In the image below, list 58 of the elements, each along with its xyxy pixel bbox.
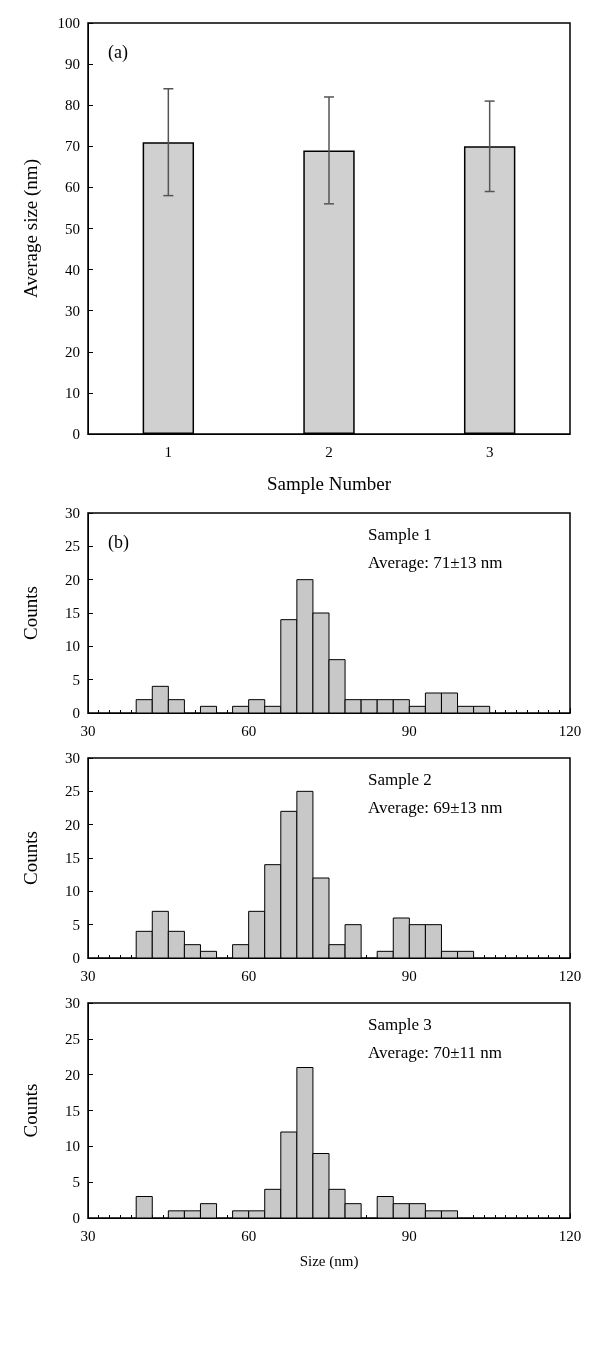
y-tick-label: 25 <box>65 538 80 555</box>
y-axis-title: Counts <box>20 586 41 640</box>
x-tick-label: 90 <box>401 967 417 984</box>
y-tick-label: 15 <box>65 605 80 621</box>
y-axis-title: Average size (nm) <box>20 159 42 298</box>
y-tick-label: 10 <box>65 883 80 900</box>
y-tick-label: 15 <box>65 850 80 866</box>
y-tick-label: 60 <box>65 179 80 196</box>
y-tick-label: 100 <box>57 15 80 31</box>
text: (b) <box>108 532 129 553</box>
y-tick-label: 70 <box>65 138 80 155</box>
x-tick-label: 60 <box>241 722 257 739</box>
y-tick-label: 5 <box>72 1174 80 1191</box>
y-tick-label: 80 <box>65 97 80 114</box>
y-tick-label: 5 <box>72 671 80 688</box>
y-tick-label: 30 <box>65 505 80 521</box>
y-tick-label: 90 <box>65 56 80 73</box>
y-tick-label: 30 <box>65 750 80 766</box>
x-tick-label: 90 <box>401 1227 417 1244</box>
x-tick-label: 1 <box>164 443 173 460</box>
y-tick-label: 25 <box>65 783 80 800</box>
y-tick-label: 20 <box>65 571 80 588</box>
y-tick-label: 0 <box>72 426 80 442</box>
annotation: Sample 2 <box>368 770 432 789</box>
y-tick-label: 0 <box>72 950 80 966</box>
y-tick-label: 30 <box>65 302 80 319</box>
x-axis-title: Sample Number <box>266 473 392 494</box>
y-tick-label: 0 <box>72 1210 80 1226</box>
y-tick-label: 20 <box>65 1066 80 1083</box>
y-tick-label: 20 <box>65 816 80 833</box>
annotation: Sample 1 <box>368 525 432 544</box>
y-axis-title: Counts <box>20 831 41 885</box>
y-tick-label: 40 <box>65 261 80 278</box>
y-tick-label: 30 <box>65 995 80 1011</box>
annotation: Average: 70±11 nm <box>368 1043 502 1062</box>
annotation: Average: 69±13 nm <box>368 798 503 817</box>
annotation: Average: 71±13 nm <box>368 553 503 572</box>
y-tick-label: 50 <box>65 220 80 237</box>
x-tick-label: 90 <box>401 722 417 739</box>
y-tick-label: 10 <box>65 638 80 655</box>
x-tick-label: 60 <box>241 1227 257 1244</box>
x-tick-label: 120 <box>558 722 582 739</box>
y-tick-label: 0 <box>72 705 80 721</box>
x-tick-label: 60 <box>241 967 257 984</box>
y-tick-label: 15 <box>65 1102 80 1119</box>
y-tick-label: 20 <box>65 343 80 360</box>
y-tick-label: 5 <box>72 916 80 933</box>
x-tick-label: 2 <box>325 443 333 460</box>
x-tick-label: 3 <box>485 443 494 460</box>
text: (a) <box>108 42 128 63</box>
y-tick-label: 10 <box>65 384 80 401</box>
x-axis-title: Size (nm) <box>299 1252 359 1270</box>
annotation: Sample 3 <box>368 1015 432 1034</box>
y-tick-label: 10 <box>65 1138 80 1155</box>
x-tick-label: 120 <box>558 1227 582 1244</box>
y-tick-label: 25 <box>65 1030 80 1047</box>
y-axis-title: Counts <box>20 1083 41 1138</box>
x-tick-label: 120 <box>558 967 582 984</box>
